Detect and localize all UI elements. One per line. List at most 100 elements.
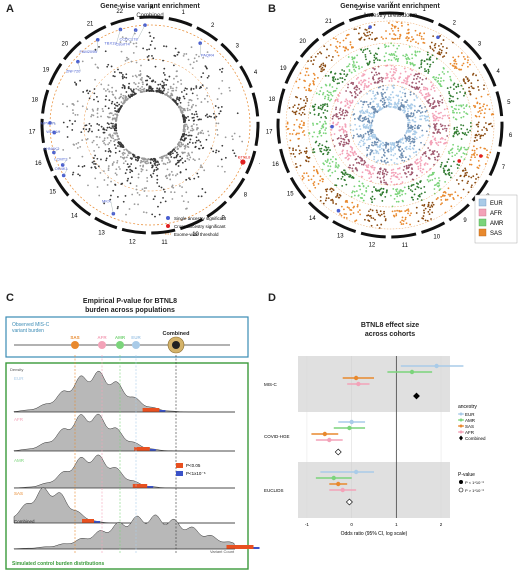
ancestry-dot <box>385 88 388 91</box>
ancestry-dot <box>342 109 345 111</box>
variant-dot <box>232 149 234 152</box>
variant-dot <box>217 122 220 125</box>
variant-dot <box>159 201 162 204</box>
ancestry-dot <box>376 145 379 147</box>
variant-dot <box>117 68 119 71</box>
ancestry-dot <box>355 190 358 192</box>
ancestry-dot <box>345 37 347 40</box>
ancestry-dot <box>331 76 334 79</box>
variant-dot <box>113 71 116 73</box>
ancestry-dot <box>359 213 362 216</box>
ancestry-dot <box>428 208 431 211</box>
ancestry-dot <box>304 102 307 105</box>
ancestry-dot <box>396 209 399 212</box>
variant-dot <box>110 122 113 125</box>
ancestry-dot <box>318 142 321 145</box>
ancestry-dot <box>355 78 358 80</box>
ancestry-dot <box>361 171 364 174</box>
chromosome-segment <box>279 148 291 174</box>
legend-single: Single ancestry significant <box>174 216 227 221</box>
variant-dot <box>127 94 130 97</box>
ancestry-dot <box>380 223 383 226</box>
ancestry-dot <box>406 99 409 102</box>
variant-dot <box>164 190 166 193</box>
variant-dot <box>221 144 224 147</box>
ancestry-dot <box>477 85 480 88</box>
ancestry-dot <box>352 129 355 132</box>
ancestry-dot <box>375 110 378 113</box>
variant-dot <box>195 136 198 139</box>
ancestry-dot <box>373 197 376 200</box>
variant-dot <box>94 166 96 168</box>
ancestry-dot <box>419 167 422 170</box>
ancestry-dot <box>321 66 324 69</box>
chromosome-label: 9 <box>463 218 467 224</box>
ancestry-dot <box>331 188 334 190</box>
ancestry-dot <box>312 151 314 154</box>
variant-dot <box>148 88 150 90</box>
ancestry-dot <box>360 48 363 51</box>
ancestry-dot <box>390 80 393 82</box>
ancestry-dot <box>395 103 398 106</box>
ancestry-dot <box>356 205 359 208</box>
ancestry-dot <box>374 188 377 190</box>
variant-dot <box>167 158 170 161</box>
ancestry-dot <box>423 152 425 155</box>
gene-label: C8orf74 <box>116 41 131 46</box>
chromosome-segment <box>121 227 146 235</box>
variant-dot <box>83 165 86 167</box>
ancestry-dot <box>370 132 373 135</box>
ancestry-dot <box>367 127 370 130</box>
ancestry-dot <box>310 178 313 181</box>
ancestry-dot <box>372 92 375 95</box>
ancestry-dot <box>286 121 289 124</box>
variant-dot <box>169 178 172 181</box>
ancestry-dot <box>416 127 419 130</box>
ancestry-dot <box>464 167 467 170</box>
ancestry-dot <box>422 38 425 40</box>
variant-dot <box>86 108 89 111</box>
ancestry-dot <box>374 141 377 144</box>
ancestry-dot <box>475 133 478 136</box>
ancestry-dot <box>370 71 373 74</box>
ancestry-dot <box>380 76 383 79</box>
ancestry-dot <box>392 87 395 90</box>
ancestry-dot <box>451 106 454 108</box>
variant-dot <box>185 116 187 119</box>
ancestry-dot <box>477 121 480 124</box>
ancestry-dot <box>336 192 339 195</box>
ancestry-dot <box>375 71 377 74</box>
variant-dot <box>197 195 200 198</box>
variant-dot <box>103 128 106 131</box>
variant-dot <box>119 41 122 44</box>
ancestry-dot <box>446 87 449 90</box>
ancestry-dot <box>478 133 480 136</box>
ancestry-dot <box>326 161 328 164</box>
x-tick-label: 2 <box>440 522 443 527</box>
chromosome-ring <box>40 15 260 235</box>
variant-dot <box>195 104 197 107</box>
chromosome-label: 18 <box>269 97 276 103</box>
ancestry-dot <box>399 34 402 37</box>
variant-dot <box>119 96 122 99</box>
ancestry-dot <box>368 130 371 133</box>
panel-b-letter: B <box>268 3 276 15</box>
ancestry-dot <box>449 75 452 78</box>
variant-dot <box>170 156 173 158</box>
variant-dot <box>199 85 202 88</box>
ancestry-dot <box>465 112 468 115</box>
ancestry-dot <box>376 150 379 153</box>
amr-swatch <box>478 218 487 227</box>
ancestry-dot <box>382 97 385 100</box>
ancestry-dot <box>337 54 340 57</box>
variant-dot <box>114 151 117 154</box>
ancestry-dot <box>352 83 354 86</box>
ancestry-dot <box>365 125 367 128</box>
ancestry-dot <box>285 125 288 128</box>
ancestry-dot <box>367 81 370 83</box>
variant-dot <box>146 158 149 161</box>
ancestry-dot <box>346 149 349 152</box>
ancestry-dot <box>390 169 393 172</box>
ancestry-dot <box>298 149 301 152</box>
ancestry-dot <box>406 39 409 42</box>
